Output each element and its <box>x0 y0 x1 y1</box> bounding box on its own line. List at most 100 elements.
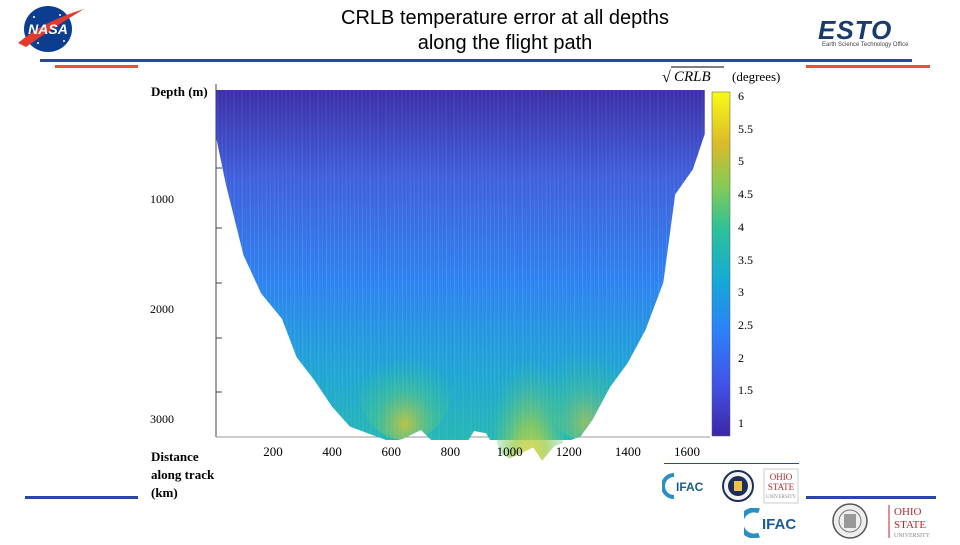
surface-streak <box>457 90 460 441</box>
footer-bar-blue-left <box>25 496 138 499</box>
colorbar-tick-label: 5.5 <box>738 121 753 136</box>
x-tick-label: 1600 <box>674 444 700 459</box>
nasa-logo: NASA <box>18 6 84 52</box>
surface-streak <box>605 90 608 441</box>
surface-streak <box>549 90 552 441</box>
surface-streak <box>433 90 436 441</box>
x-axis-label-line-3: (km) <box>151 485 178 500</box>
x-tick-label: 600 <box>381 444 402 459</box>
surface-streak <box>593 90 596 441</box>
y-axis-label: Depth (m) <box>151 84 208 99</box>
y-tick-label: 2000 <box>150 302 174 316</box>
surface-streak <box>473 90 476 441</box>
svg-text:UNIVERSITY: UNIVERSITY <box>894 533 931 539</box>
surface-streak <box>337 90 340 441</box>
colorbar-tick-label: 3 <box>738 285 744 300</box>
surface-streak <box>525 90 528 441</box>
esto-wordmark: ESTO <box>818 15 893 45</box>
svg-text:IFAC: IFAC <box>676 480 704 494</box>
surface-streak <box>413 90 416 441</box>
surface-streak <box>401 90 404 441</box>
surface-streak <box>541 90 544 441</box>
svg-text:IFAC: IFAC <box>762 516 796 533</box>
surface-streak <box>565 90 568 441</box>
surface-streak <box>493 90 496 441</box>
colorbar-tick-label: 6 <box>738 89 744 103</box>
surface-streak <box>533 90 536 441</box>
x-axis-label-line-1: Distance <box>151 449 199 464</box>
x-tick-label: 1000 <box>496 444 523 459</box>
surface-streak <box>701 90 704 441</box>
surface-streak <box>477 90 480 441</box>
surface-streak <box>385 90 388 441</box>
colorbar-tick-label: 2 <box>738 350 744 365</box>
surface-streak <box>461 90 464 441</box>
surface-streak <box>597 90 600 441</box>
surface-streak <box>349 90 352 441</box>
surface-streak <box>581 90 584 441</box>
surface-streak <box>573 90 576 441</box>
surface-streak <box>353 90 356 441</box>
surface-streak <box>373 90 376 441</box>
colorbar-tick-label: 4 <box>738 219 744 234</box>
university-seal-large <box>826 503 874 539</box>
title-line-2: along the flight path <box>417 32 593 54</box>
surface-streak <box>489 90 492 441</box>
x-tick-label: 200 <box>263 444 283 459</box>
surface-streak <box>569 90 572 441</box>
colorbar-tick-label: 5 <box>738 154 744 169</box>
slide-title: CRLB temperature error at all depths alo… <box>260 6 750 56</box>
colorbar-unit-label: (degrees) <box>732 69 780 84</box>
surface-streak <box>317 90 320 441</box>
surface-streak <box>517 90 520 441</box>
surface-streak <box>481 90 484 441</box>
x-axis-label-line-2: along track <box>151 467 215 482</box>
hotspot-600km <box>357 330 453 440</box>
surface-streak <box>437 90 440 441</box>
surface-streak <box>377 90 380 441</box>
hotspot-1300km <box>540 320 630 440</box>
colorbar-sqrt-symbol: √ <box>662 69 671 86</box>
surface-streak <box>369 90 372 441</box>
surface-streak <box>345 90 348 441</box>
surface-streak <box>589 90 592 441</box>
colorbar-tick-label: 3.5 <box>738 252 753 267</box>
surface-streak <box>509 90 512 441</box>
osu-logo-small: OHIO STATE UNIVERSITY <box>763 468 799 504</box>
x-tick-label: 1400 <box>614 444 641 459</box>
header-bar-red-left <box>55 65 138 68</box>
surface-streak <box>341 90 344 441</box>
svg-text:STATE: STATE <box>768 482 795 492</box>
surface-streak <box>321 90 324 441</box>
ifac-logo-small: IFAC <box>661 472 712 500</box>
university-seal-small <box>721 469 755 503</box>
x-tick-label: 800 <box>440 444 461 459</box>
svg-text:NASA: NASA <box>28 21 68 37</box>
depth-surface <box>216 90 705 461</box>
partner-row-divider <box>664 463 799 464</box>
osu-logo-large: OHIO STATE UNIVERSITY <box>886 503 938 540</box>
colorbar-tick-label: 2.5 <box>738 317 753 332</box>
surface-streak <box>329 90 332 441</box>
surface-streak <box>445 90 448 441</box>
surface-streak <box>557 90 560 441</box>
surface-streak <box>429 90 432 441</box>
esto-logo: ESTO Earth Science Technology Office <box>818 16 940 52</box>
surface-streak <box>361 90 364 441</box>
svg-text:OHIO: OHIO <box>894 506 922 518</box>
svg-text:OHIO: OHIO <box>770 472 793 482</box>
surface-streak <box>609 90 612 441</box>
surface-streak <box>465 90 468 441</box>
surface-streak <box>365 90 368 441</box>
surface-streak <box>553 90 556 441</box>
surface-streak <box>417 90 420 441</box>
surface-streak <box>561 90 564 441</box>
x-tick-label: 400 <box>322 444 342 459</box>
surface-streak <box>469 90 472 441</box>
colorbar-tick-label: 1.5 <box>738 383 753 398</box>
header-bar-red-right <box>806 65 930 68</box>
x-tick-label: 1200 <box>555 444 582 459</box>
surface-streak <box>421 90 424 441</box>
colorbar-crlb-label: CRLB <box>674 69 711 85</box>
